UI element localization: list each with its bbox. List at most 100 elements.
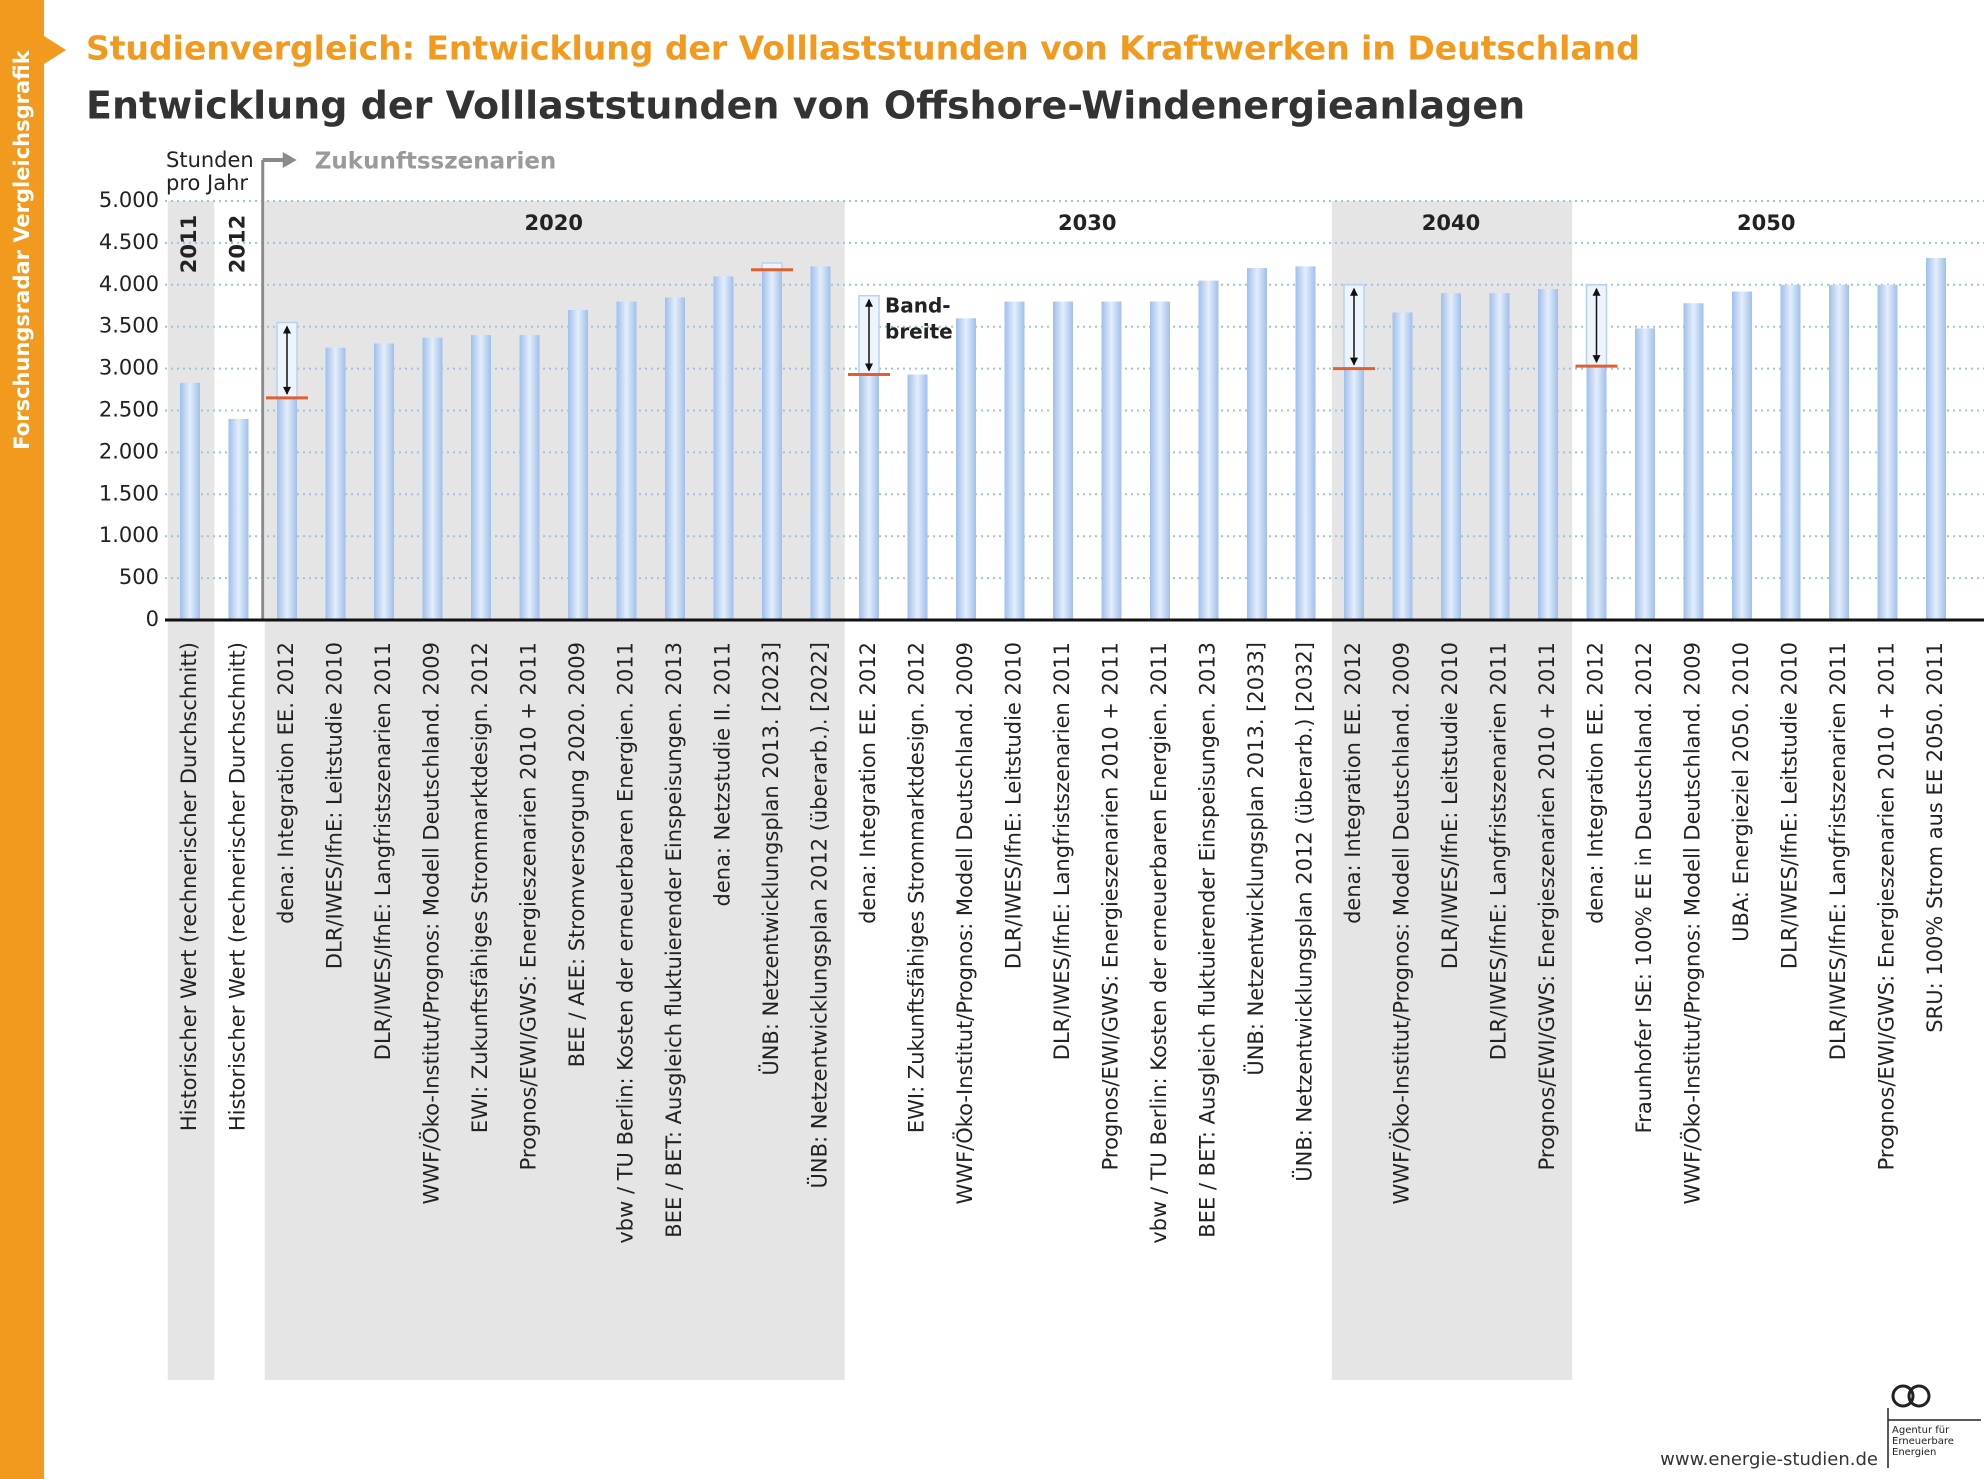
bar: [1150, 301, 1170, 620]
bar: [325, 347, 346, 620]
bar: [859, 374, 879, 620]
x-tick-label: dena: Integration EE. 2012: [856, 642, 880, 924]
bar: [422, 337, 443, 620]
side-bar: [0, 0, 44, 1479]
y-axis-label: Stunden: [166, 148, 254, 172]
x-tick-label: DLR/IWES/IfnE: Leitstudie 2010: [323, 642, 347, 969]
logo-ring: [1907, 1384, 1931, 1408]
logo: Agentur für Erneuerbare Energien: [1887, 1384, 1981, 1468]
group-label: 2050: [1737, 211, 1795, 235]
bar: [1877, 284, 1898, 620]
bar: [519, 335, 540, 620]
x-tick-label: SRU: 100% Strom aus EE 2050. 2011: [1923, 642, 1947, 1033]
band-arrow-head: [1592, 355, 1601, 364]
y-tick-label: 4.000: [99, 272, 159, 296]
x-tick-label: dena: Netzstudie II. 2011: [711, 642, 735, 907]
group-shade: [264, 201, 845, 1380]
band-arrow-head: [283, 386, 291, 395]
band-arrow-head: [865, 298, 873, 307]
bar: [1392, 312, 1413, 620]
group-label: 2011: [177, 215, 201, 273]
bar: [762, 269, 782, 620]
logo-text: Energien: [1892, 1447, 1936, 1458]
x-tick-label: DLR/IWES/IfnE: Langfristszenarien 2011: [1050, 642, 1074, 1060]
bar: [1198, 280, 1219, 620]
y-tick-label: 0: [146, 607, 159, 631]
x-tick-label: Prognos/EWI/GWS: Energieszenarien 2010 +…: [1535, 642, 1559, 1170]
supertitle: Studienvergleich: Entwicklung der Vollla…: [86, 29, 1640, 68]
x-tick-label: EWI: Zukunftsfähiges Strommarktdesign. 2…: [905, 642, 929, 1133]
bar: [907, 374, 928, 620]
band-arrow-head: [1350, 287, 1358, 296]
group-label: 2012: [226, 215, 250, 273]
group-label: 2020: [525, 211, 583, 235]
footer: www.energie-studien.de: [1660, 1449, 1878, 1470]
x-tick-label: ÜNB: Netzentwicklungsplan 2013. [2033]: [1243, 642, 1268, 1076]
bar: [374, 343, 394, 620]
x-tick-label: Prognos/EWI/GWS: Energieszenarien 2010 +…: [1099, 642, 1123, 1170]
y-tick-label: 4.500: [99, 230, 159, 254]
bar: [1053, 301, 1073, 620]
x-tick-label: vbw / TU Berlin: Kosten der erneuerbaren…: [1147, 642, 1171, 1244]
x-tick-label: Fraunhofer ISE: 100% EE in Deutschland. …: [1632, 642, 1656, 1133]
bar: [568, 309, 588, 620]
bar: [180, 382, 200, 620]
band-arrow-head: [1592, 287, 1601, 296]
logo-ring: [1891, 1384, 1915, 1408]
side-arrow: [44, 36, 66, 64]
side-label: Forschungsradar Vergleichsgrafik: [10, 49, 34, 449]
x-tick-label: dena: Integration EE. 2012: [1584, 642, 1608, 924]
bar: [665, 297, 685, 620]
logo-text: Erneuerbare: [1892, 1436, 1954, 1447]
bar: [713, 276, 734, 620]
band-arrow-head: [1350, 357, 1358, 366]
bar: [810, 266, 831, 620]
bar: [228, 418, 249, 620]
x-tick-label: ÜNB: Netzentwicklungsplan 2012 (überarb.…: [807, 642, 832, 1188]
x-tick-label: dena: Integration EE. 2012: [274, 642, 298, 924]
x-tick-label: UBA: Energieziel 2050. 2010: [1729, 642, 1753, 942]
x-tick-label: Historischer Wert (rechnerischer Durchsc…: [177, 642, 201, 1131]
bar: [1538, 288, 1558, 620]
y-tick-label: 1.000: [99, 523, 159, 547]
y-tick-label: 500: [119, 565, 159, 589]
future-arrow-head: [282, 152, 297, 168]
bar: [1586, 366, 1607, 620]
group-label: 2030: [1058, 211, 1116, 235]
y-tick-label: 5.000: [99, 188, 159, 212]
bar: [1732, 291, 1752, 620]
bar: [956, 318, 976, 620]
bar: [1344, 368, 1364, 620]
x-tick-label: DLR/IWES/IfnE: Langfristszenarien 2011: [371, 642, 395, 1060]
bar: [1780, 284, 1801, 620]
bar: [1683, 303, 1704, 620]
bar: [471, 335, 491, 620]
y-tick-label: 2.500: [99, 398, 159, 422]
bar: [1489, 293, 1510, 620]
x-tick-label: BEE / BET: Ausgleich fluktuierender Eins…: [1196, 642, 1220, 1238]
x-tick-label: DLR/IWES/IfnE: Langfristszenarien 2011: [1487, 642, 1511, 1060]
bar: [1247, 268, 1267, 620]
bar: [1441, 293, 1461, 620]
x-tick-label: BEE / AEE: Stromversorgung 2020. 2009: [565, 642, 589, 1067]
future-label: Zukunftsszenarien: [315, 149, 557, 175]
x-tick-label: DLR/IWES/IfnE: Leitstudie 2010: [1778, 642, 1802, 969]
band-annotation: breite: [885, 320, 953, 344]
chart-title: Entwicklung der Volllaststunden von Offs…: [86, 84, 1525, 128]
group-label: 2040: [1422, 211, 1480, 235]
band-arrow-head: [865, 363, 873, 372]
bar: [1101, 301, 1122, 620]
x-tick-label: ÜNB: Netzentwicklungsplan 2013. [2023]: [758, 642, 783, 1076]
x-tick-label: DLR/IWES/IfnE: Leitstudie 2010: [1438, 642, 1462, 969]
x-tick-label: Historischer Wert (rechnerischer Durchsc…: [226, 642, 250, 1131]
bar: [616, 301, 637, 620]
bar: [1635, 328, 1655, 620]
x-tick-label: ÜNB: Netzentwicklungsplan 2012 (überarb.…: [1292, 642, 1317, 1182]
bar: [1004, 301, 1025, 620]
bar: [1926, 257, 1946, 620]
x-tick-label: dena: Integration EE. 2012: [1341, 642, 1365, 924]
x-tick-label: WWF/Öko-Institut/Prognos: Modell Deutsch…: [1680, 642, 1705, 1204]
x-tick-label: WWF/Öko-Institut/Prognos: Modell Deutsch…: [952, 642, 977, 1204]
bar: [1829, 284, 1849, 620]
